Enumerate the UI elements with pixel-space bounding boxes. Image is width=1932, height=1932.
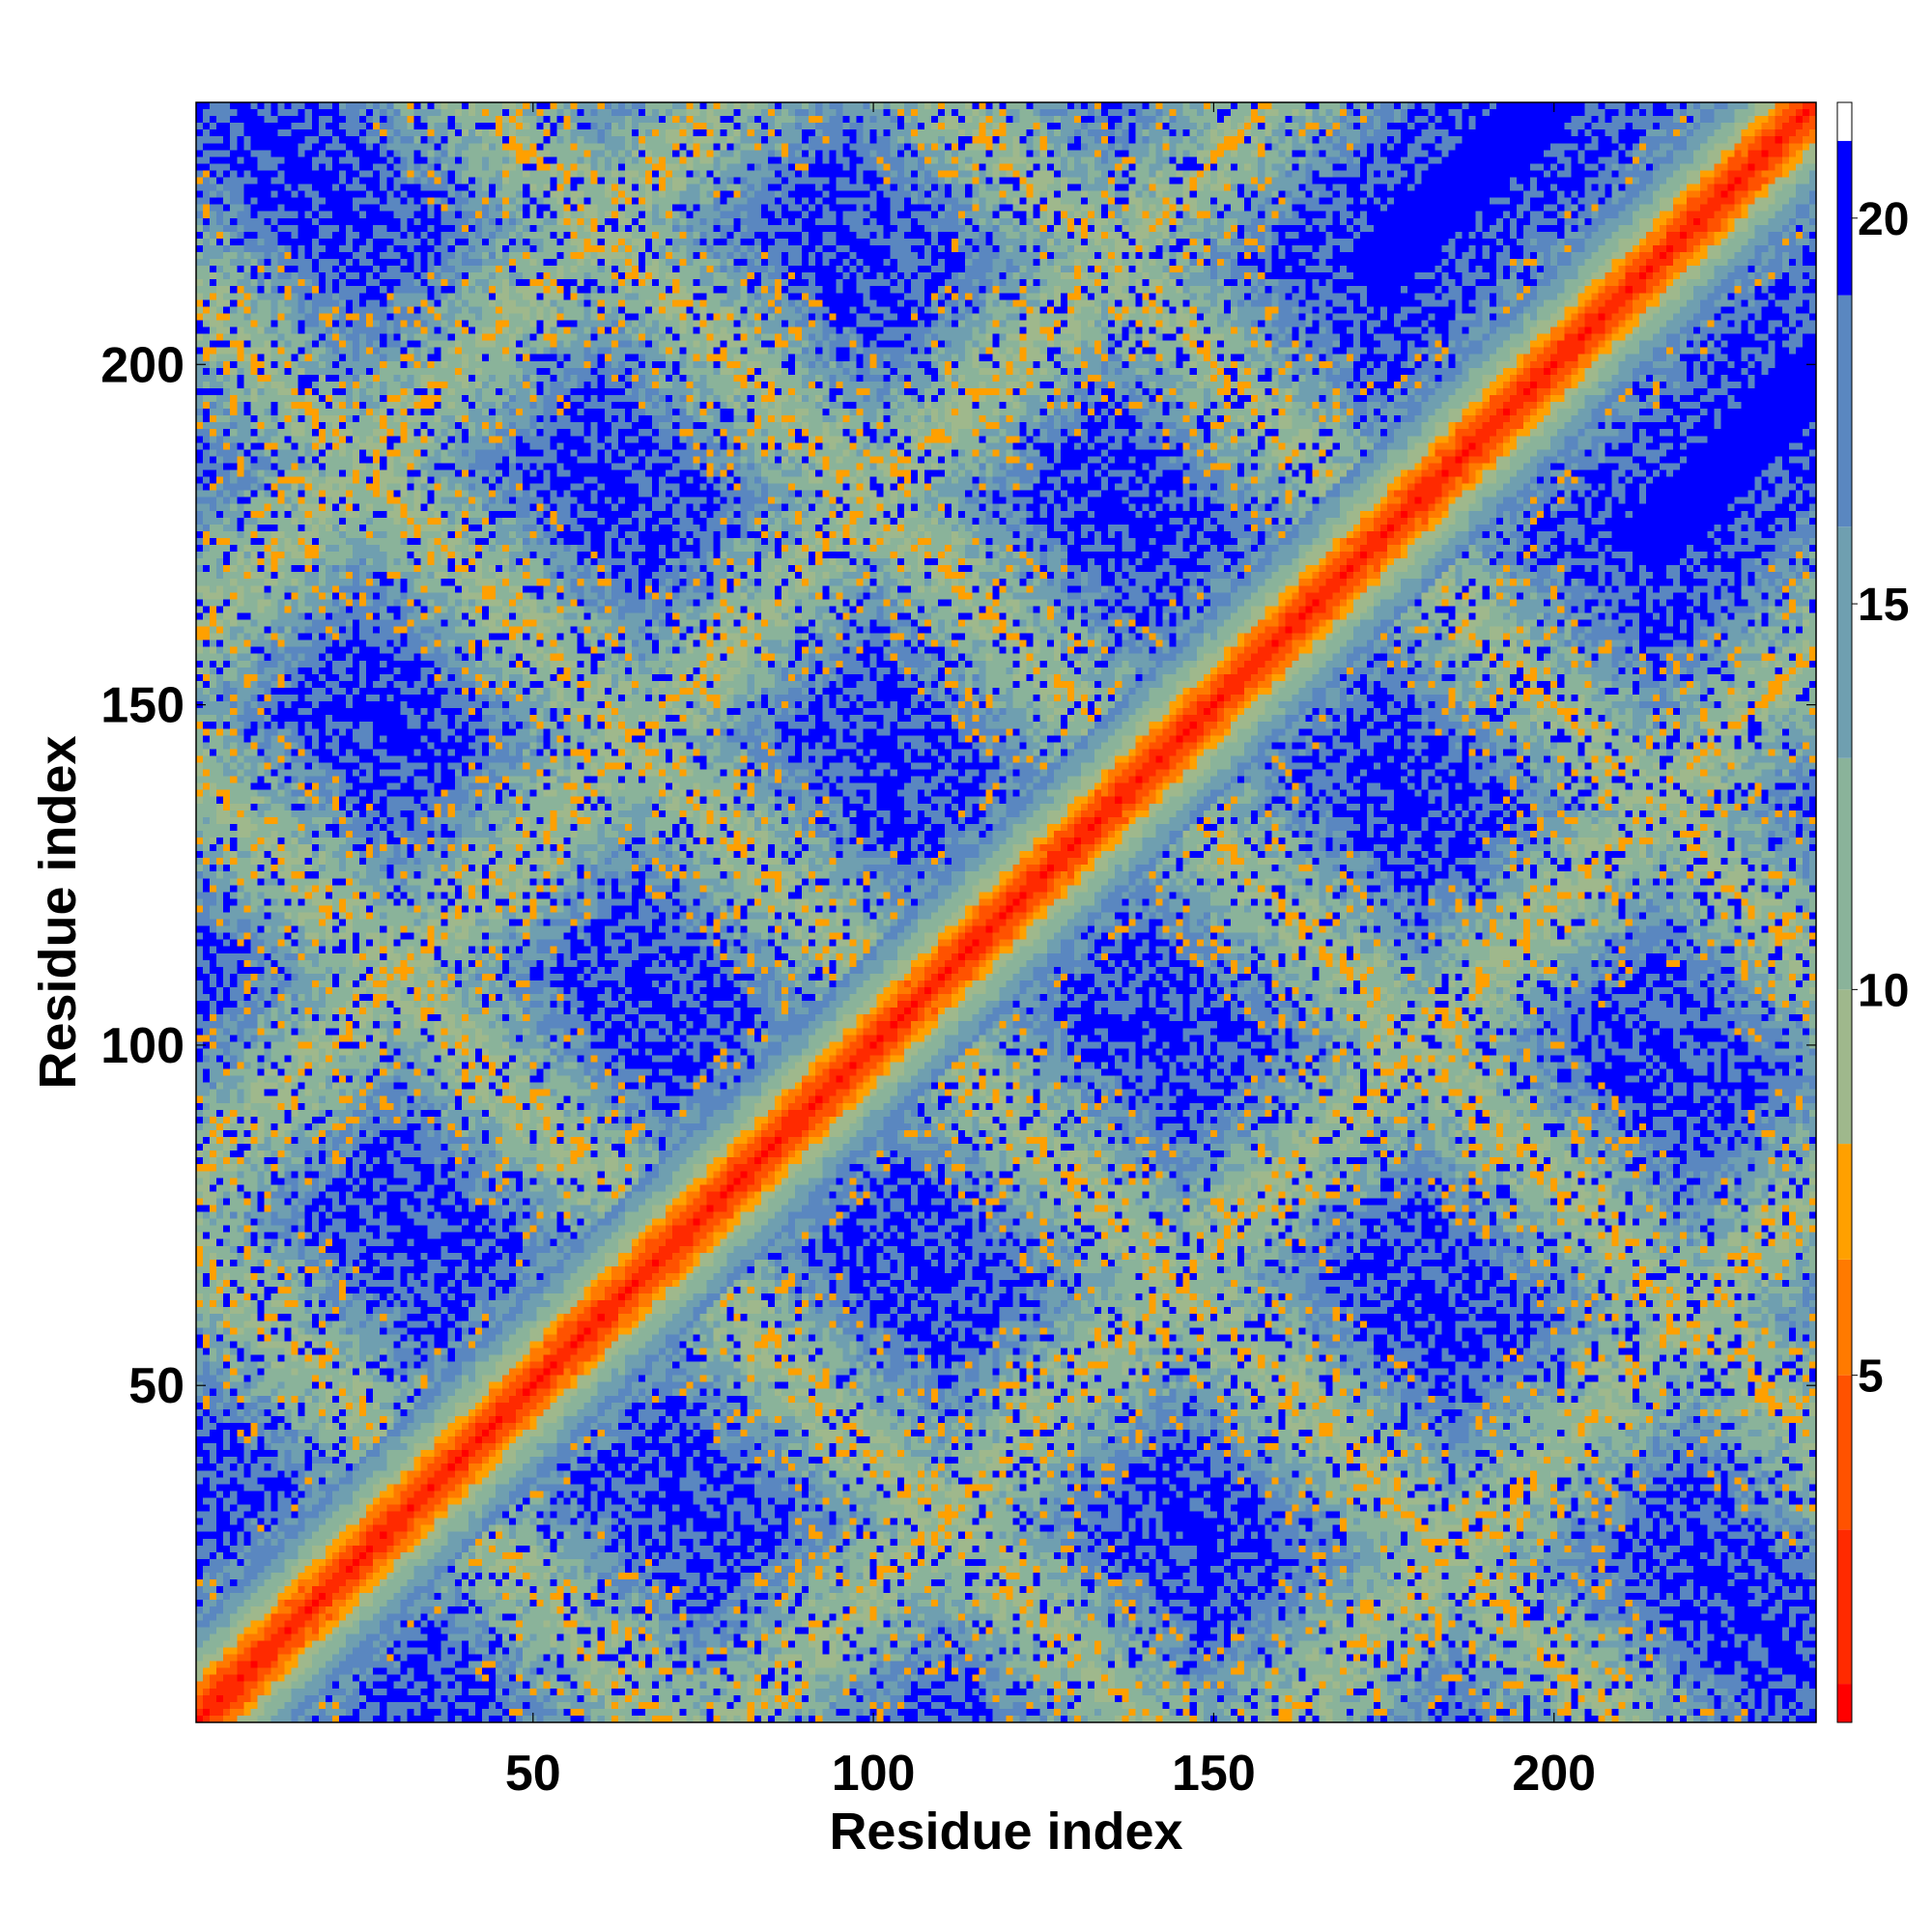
heatmap-cells	[196, 102, 1816, 1722]
colorbar-segment	[1837, 989, 1852, 1145]
y-axis-label: Residue index	[29, 735, 87, 1089]
plot-frame	[195, 101, 1817, 1723]
colorbar-segment	[1837, 757, 1852, 990]
x-tick-label: 150	[1172, 1746, 1256, 1802]
colorbar-segment	[1837, 1144, 1852, 1260]
plot-area	[196, 102, 1816, 1722]
y-tick-label: 150	[100, 678, 185, 734]
colorbar: 5 10 15 20	[1836, 101, 1909, 1723]
y-axis: 50 100 150 200	[100, 337, 1816, 1414]
colorbar-segment	[1837, 295, 1852, 527]
colorbar-tick-label: 5	[1858, 1351, 1884, 1403]
x-tick-label: 100	[832, 1746, 916, 1802]
colorbar-segment	[1837, 526, 1852, 758]
x-axis: 50 100 150 200	[505, 102, 1596, 1802]
colorbar-tick-label: 10	[1858, 965, 1909, 1016]
colorbar-segment	[1837, 1259, 1852, 1376]
colorbar-tick-label: 15	[1858, 580, 1909, 631]
y-tick-label: 100	[100, 1018, 185, 1074]
y-tick-label: 200	[100, 337, 185, 393]
colorbar-segment	[1837, 140, 1852, 296]
colorbar-segment	[1837, 1684, 1852, 1722]
y-tick-label: 50	[128, 1358, 185, 1414]
colorbar-frame	[1836, 101, 1853, 1723]
x-tick-label: 50	[505, 1746, 561, 1802]
x-tick-label: 200	[1512, 1746, 1596, 1802]
colorbar-tick-label: 20	[1858, 194, 1909, 245]
colorbar-segment	[1837, 1375, 1852, 1530]
colorbar-segment	[1837, 1529, 1852, 1685]
x-axis-label: Residue index	[829, 1803, 1182, 1861]
